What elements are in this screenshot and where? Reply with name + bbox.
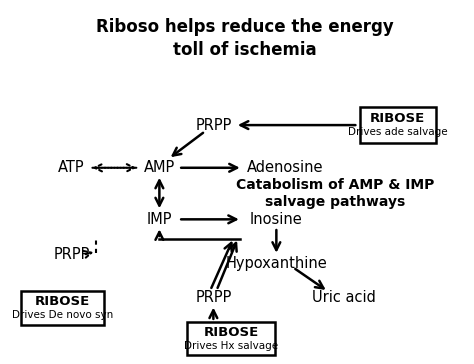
Text: Drives ade salvage: Drives ade salvage [348,127,447,137]
Text: Drives De novo syn: Drives De novo syn [12,310,113,320]
Text: Catabolism of AMP & IMP
salvage pathways: Catabolism of AMP & IMP salvage pathways [236,178,434,209]
Text: Hypoxanthine: Hypoxanthine [226,256,327,271]
Text: Uric acid: Uric acid [312,290,376,305]
Text: Riboso helps reduce the energy
toll of ischemia: Riboso helps reduce the energy toll of i… [96,19,394,59]
Text: Inosine: Inosine [250,212,303,227]
Text: PRPP: PRPP [54,248,90,262]
Text: RIBOSE: RIBOSE [204,325,259,339]
Text: Adenosine: Adenosine [247,160,324,175]
Text: AMP: AMP [144,160,175,175]
Text: RIBOSE: RIBOSE [370,112,426,125]
Text: ATP: ATP [58,160,85,175]
Text: RIBOSE: RIBOSE [35,295,90,308]
FancyBboxPatch shape [360,107,436,143]
Text: PRPP: PRPP [195,118,232,132]
Text: PRPP: PRPP [195,290,232,305]
Text: Drives Hx salvage: Drives Hx salvage [184,341,278,351]
Text: IMP: IMP [146,212,172,227]
FancyBboxPatch shape [188,322,275,355]
FancyBboxPatch shape [21,291,104,325]
